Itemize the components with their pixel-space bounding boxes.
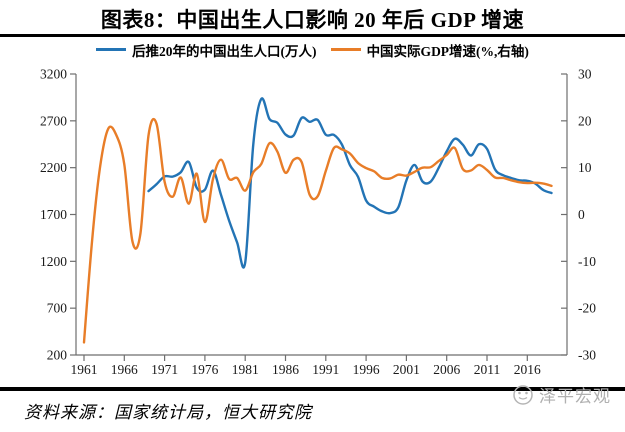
x-axis-tick-label: 1991 [312, 362, 339, 377]
left-axis-tick-label: 1700 [40, 207, 67, 222]
left-axis-tick-label: 700 [47, 301, 68, 316]
title-divider-rule [0, 34, 625, 37]
right-axis-tick-label: -20 [578, 301, 596, 316]
birth-population-line [147, 97, 553, 269]
x-axis-tick-label: 1981 [232, 362, 259, 377]
x-axis-tick-label: 2001 [393, 362, 420, 377]
right-axis-tick-label: -30 [578, 348, 596, 363]
line-chart: 3200 2700 2200 1700 1200 700 200 30 20 10 0 -10 -20 -… [40, 67, 596, 378]
source-note: 资料来源：国家统计局，恒大研究院 [24, 403, 312, 422]
zeping-logo-icon [513, 384, 533, 405]
footer-divider-rule [0, 387, 625, 391]
watermark: 泽平宏观 [512, 382, 611, 407]
left-axis-tick-label: 2700 [40, 113, 67, 128]
watermark-text: 泽平宏观 [539, 387, 611, 406]
left-axis-tick-label: 3200 [40, 67, 67, 82]
x-axis-tick-label: 1971 [151, 362, 178, 377]
gdp-growth-line [82, 117, 553, 344]
left-axis-tick-label: 200 [47, 348, 68, 363]
right-axis-tick-label: 30 [578, 67, 592, 82]
right-axis-tick-label: 20 [578, 113, 592, 128]
left-axis-tick-label: 2200 [40, 160, 67, 175]
figure-title: 图表8：中国出生人口影响 20 年后 GDP 增速 [100, 8, 525, 32]
figure-footer: 资料来源：国家统计局，恒大研究院 泽平宏观 [0, 384, 625, 432]
x-axis-tick-label: 1986 [272, 362, 299, 377]
legend-label-birth-population: 后推20年的中国出生人口(万人) [132, 43, 317, 59]
x-axis-tick-label: 1961 [71, 362, 98, 377]
right-axis-tick-label: 10 [578, 160, 592, 175]
x-axis-tick-label: 2016 [514, 362, 541, 377]
birth-line-swatch-icon [96, 48, 127, 51]
x-axis-tick-label: 2006 [433, 362, 460, 377]
left-axis-tick-label: 1200 [40, 254, 67, 269]
chart-legend: 后推20年的中国出生人口(万人) 中国实际GDP增速(%,右轴) [0, 37, 625, 62]
right-axis-tick-label: -10 [578, 254, 596, 269]
right-axis-tick-label: 0 [578, 207, 585, 222]
legend-item-gdp-growth: 中国实际GDP增速(%,右轴) [330, 40, 529, 60]
legend-label-gdp-growth: 中国实际GDP增速(%,右轴) [366, 43, 529, 59]
x-axis-tick-label: 2011 [474, 362, 501, 377]
gdp-line-swatch-icon [330, 48, 361, 51]
x-axis-tick-label: 1966 [111, 362, 138, 377]
x-axis-tick-label: 1976 [191, 362, 218, 377]
legend-item-birth-population: 后推20年的中国出生人口(万人) [96, 40, 317, 60]
x-axis-tick-label: 1996 [353, 362, 380, 377]
